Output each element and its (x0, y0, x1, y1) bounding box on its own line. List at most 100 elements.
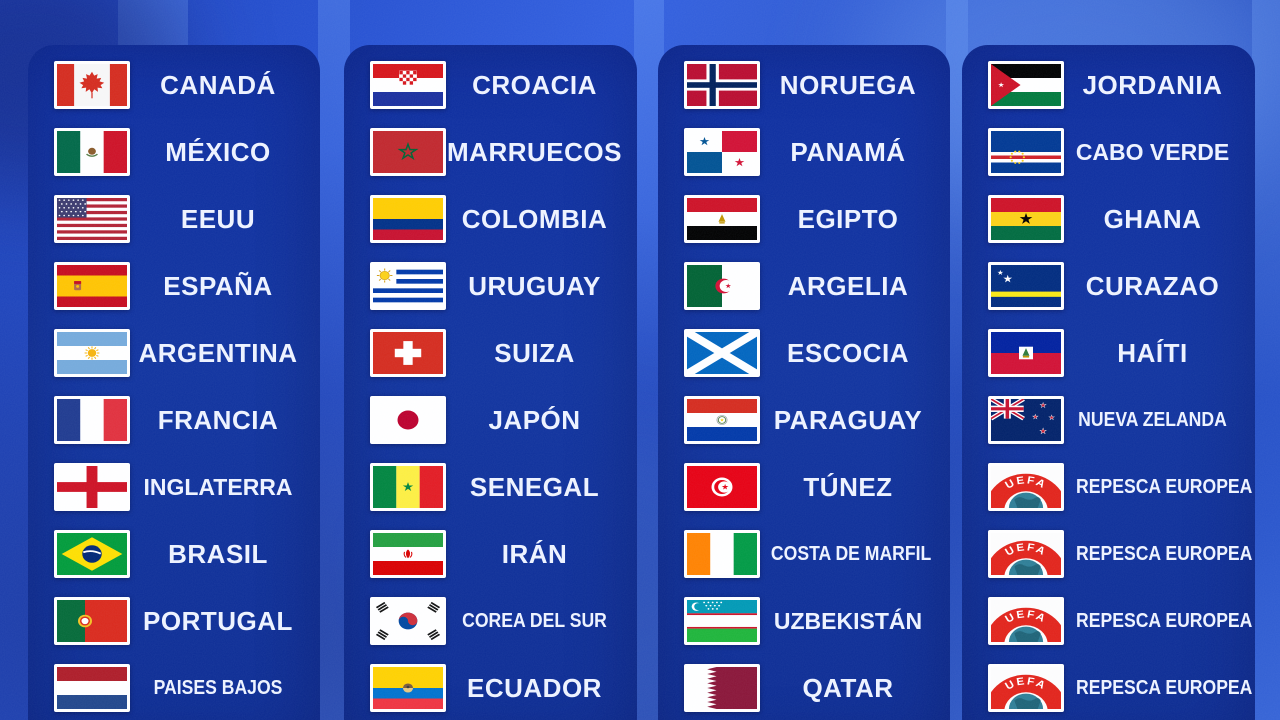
panama-flag-icon (684, 128, 760, 176)
team-name: PORTUGAL (143, 605, 293, 636)
team-row: JAPÓN (370, 389, 623, 451)
team-row: HAÍTI (988, 322, 1241, 384)
team-name: ESCOCIA (787, 337, 909, 368)
team-row: UEFA REPESCA EUROPEA (988, 657, 1252, 719)
team-row: COLOMBIA (370, 188, 623, 250)
netherlands-flag-icon (54, 664, 130, 712)
team-name: MÉXICO (165, 136, 271, 167)
team-row: SENEGAL (370, 456, 623, 518)
team-row: FRANCIA (54, 389, 306, 451)
southkorea-flag-icon (370, 597, 446, 645)
team-column-1: CANADÁ MÉXICO EEUU ESPAÑA ARGENTINA FRANCIA IN… (28, 45, 320, 720)
croatia-flag-icon (370, 61, 446, 109)
team-row: COREA DEL SUR (370, 590, 623, 652)
team-name: ARGENTINA (138, 337, 298, 368)
team-row: CURAZAO (988, 255, 1241, 317)
uruguay-flag-icon (370, 262, 446, 310)
team-row: ESPAÑA (54, 255, 306, 317)
team-row: NUEVA ZELANDA (988, 389, 1241, 451)
team-name: GHANA (1103, 203, 1202, 234)
team-name: ECUADOR (467, 672, 602, 703)
newzealand-flag-icon (988, 396, 1064, 444)
norway-flag-icon (684, 61, 760, 109)
team-row: BRASIL (54, 523, 306, 585)
team-row: ARGELIA (684, 255, 936, 317)
team-row: UEFA REPESCA EUROPEA (988, 590, 1252, 652)
team-row: IRÁN (370, 523, 623, 585)
team-row: PAISES BAJOS (54, 657, 306, 719)
team-name: PARAGUAY (773, 404, 923, 435)
team-name: REPESCA EUROPEA (1076, 542, 1253, 565)
uefa-logo-icon: UEFA (988, 664, 1064, 712)
team-name: UZBEKISTÁN (773, 607, 923, 634)
team-name: TÚNEZ (803, 471, 893, 502)
team-row: TÚNEZ (684, 456, 936, 518)
jordan-flag-icon (988, 61, 1064, 109)
team-name: CROACIA (472, 69, 597, 100)
team-row: UZBEKISTÁN (684, 590, 936, 652)
iran-flag-icon (370, 530, 446, 578)
team-row: QATAR (684, 657, 936, 719)
team-row: UEFA REPESCA EUROPEA (988, 523, 1252, 585)
team-row: EEUU (54, 188, 306, 250)
team-name: CURAZAO (1085, 270, 1220, 301)
team-row: ESCOCIA (684, 322, 936, 384)
team-row: CANADÁ (54, 54, 306, 116)
team-row: NORUEGA (684, 54, 936, 116)
switzerland-flag-icon (370, 329, 446, 377)
team-name: SENEGAL (469, 471, 600, 502)
algeria-flag-icon (684, 262, 760, 310)
team-row: URUGUAY (370, 255, 623, 317)
team-column-2: CROACIA MARRUECOS COLOMBIA URUGUAY SUIZA JAPÓ… (344, 45, 637, 720)
team-row: CROACIA (370, 54, 623, 116)
haiti-flag-icon (988, 329, 1064, 377)
brazil-flag-icon (54, 530, 130, 578)
team-name: JAPÓN (488, 404, 581, 435)
team-name: MARRUECOS (447, 136, 622, 167)
team-row: GHANA (988, 188, 1241, 250)
uefa-logo-icon: UEFA (988, 463, 1064, 511)
uefa-logo-icon: UEFA (988, 597, 1064, 645)
team-row: ECUADOR (370, 657, 623, 719)
spain-flag-icon (54, 262, 130, 310)
team-name: INGLATERRA (143, 473, 293, 500)
team-name: PAISES BAJOS (153, 676, 283, 699)
argentina-flag-icon (54, 329, 130, 377)
qatar-flag-icon (684, 664, 760, 712)
team-name: NORUEGA (779, 69, 917, 100)
uefa-logo-icon: UEFA (988, 530, 1064, 578)
team-row: PORTUGAL (54, 590, 306, 652)
team-row: MÉXICO (54, 121, 306, 183)
team-name: ARGELIA (787, 270, 909, 301)
team-name: URUGUAY (468, 270, 601, 301)
team-name: CABO VERDE (1075, 138, 1230, 165)
paraguay-flag-icon (684, 396, 760, 444)
mexico-flag-icon (54, 128, 130, 176)
ecuador-flag-icon (370, 664, 446, 712)
team-name: HAÍTI (1117, 337, 1188, 368)
team-row: INGLATERRA (54, 456, 306, 518)
team-name: NUEVA ZELANDA (1078, 408, 1227, 431)
team-name: ESPAÑA (163, 270, 273, 301)
colombia-flag-icon (370, 195, 446, 243)
portugal-flag-icon (54, 597, 130, 645)
team-column-4: JORDANIA CABO VERDE GHANA CURAZAO HAÍTI NUEVA… (962, 45, 1255, 720)
japan-flag-icon (370, 396, 446, 444)
team-name: BRASIL (168, 538, 268, 569)
team-name: COLOMBIA (461, 203, 608, 234)
team-row: COSTA DE MARFIL (684, 523, 936, 585)
team-name: QATAR (802, 672, 894, 703)
team-name: COREA DEL SUR (462, 609, 607, 632)
senegal-flag-icon (370, 463, 446, 511)
england-flag-icon (54, 463, 130, 511)
team-name: REPESCA EUROPEA (1076, 676, 1253, 699)
team-row: PARAGUAY (684, 389, 936, 451)
team-row: MARRUECOS (370, 121, 623, 183)
team-name: IRÁN (501, 538, 568, 569)
team-name: CANADÁ (160, 69, 276, 100)
ghana-flag-icon (988, 195, 1064, 243)
ivorycoast-flag-icon (684, 530, 760, 578)
morocco-flag-icon (370, 128, 446, 176)
team-name: FRANCIA (157, 404, 279, 435)
